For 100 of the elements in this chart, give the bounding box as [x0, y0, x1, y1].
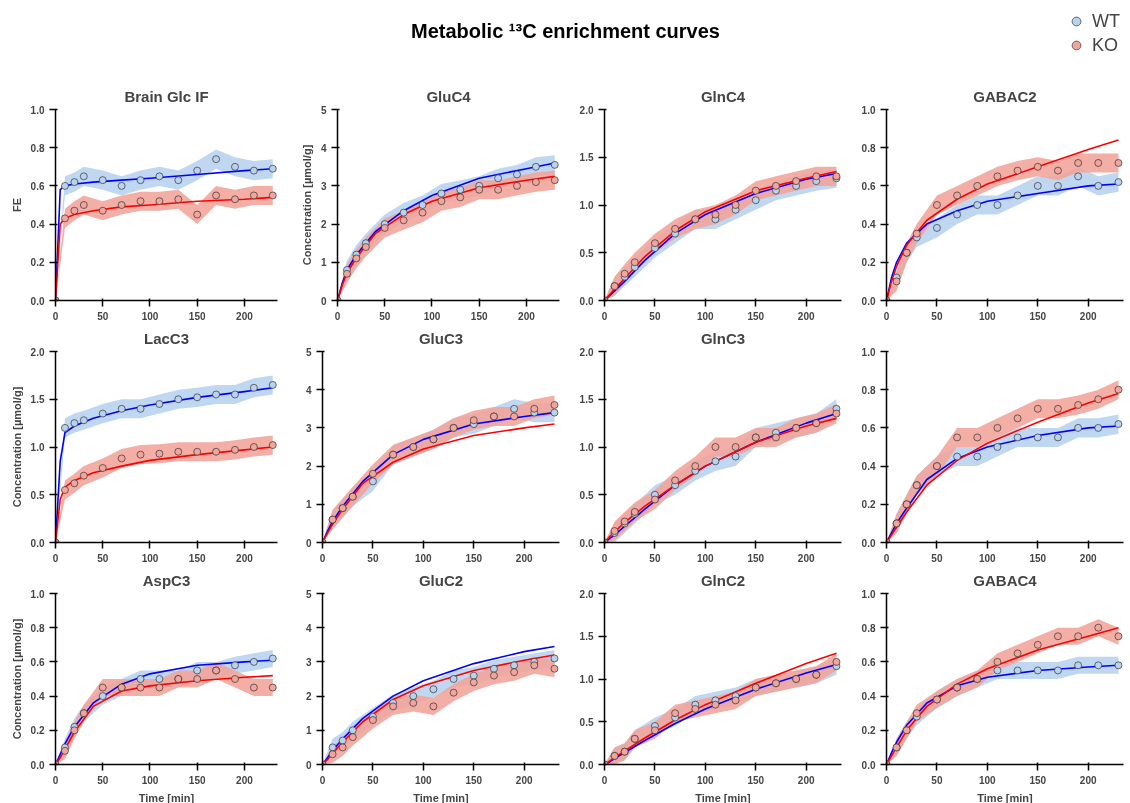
y-tick-label: 0.0: [30, 759, 45, 771]
x-tick-label: 150: [1029, 310, 1047, 322]
y-axis-title: Concentration [µmol/g]: [300, 144, 313, 266]
y-tick-label: 0.4: [861, 219, 876, 231]
x-tick-label: 150: [188, 774, 206, 786]
x-tick-label: 0: [883, 552, 890, 564]
y-tick-label: 4: [320, 142, 327, 154]
y-tick-label: 0.0: [579, 537, 594, 549]
x-tick-label: 150: [465, 552, 483, 564]
chart-title: GlnC3: [700, 329, 746, 347]
x-axis-title: Time [min]: [695, 791, 752, 803]
x-axis-title: Time [min]: [138, 791, 195, 803]
x-tick-label: 50: [931, 774, 943, 786]
x-tick-label: 0: [601, 774, 608, 786]
y-axis-title: Concentration [µmol/g]: [10, 386, 23, 508]
x-tick-label: 150: [470, 310, 488, 322]
y-tick-label: 1.0: [579, 200, 594, 211]
y-tick-label: 0.2: [861, 499, 876, 511]
y-tick-label: 4: [305, 622, 312, 634]
y-tick-label: 0.4: [861, 691, 876, 703]
x-tick-label: 0: [52, 552, 59, 564]
x-tick-label: 200: [515, 552, 533, 564]
y-tick-label: 3: [320, 180, 327, 192]
x-tick-label: 200: [797, 310, 815, 322]
x-tick-label: 50: [367, 774, 379, 786]
chart-title: AspC3: [142, 571, 191, 589]
y-tick-label: 2.0: [579, 588, 594, 600]
y-tick-label: 0.5: [579, 247, 594, 259]
y-tick-label: 0.0: [579, 759, 594, 771]
chart-title: GluC3: [418, 329, 464, 347]
y-tick-label: 0.5: [579, 716, 594, 728]
y-tick-label: 1.5: [579, 394, 594, 406]
y-tick-label: 1: [320, 257, 327, 269]
x-tick-label: 150: [188, 310, 206, 322]
y-tick-label: 0.4: [30, 691, 45, 703]
y-tick-label: 2.0: [30, 346, 45, 358]
x-tick-label: 150: [747, 310, 765, 322]
y-tick-label: 0.6: [861, 656, 876, 668]
y-axis-title: Concentration [µmol/g]: [10, 618, 23, 740]
x-tick-label: 100: [697, 552, 715, 564]
text: Metabolic ¹³C enrichment curves: [411, 19, 720, 42]
y-tick-label: 1.0: [30, 104, 45, 116]
x-tick-label: 50: [931, 552, 943, 564]
y-tick-label: 0.2: [30, 257, 45, 269]
y-tick-label: 0.0: [861, 537, 876, 549]
y-tick-label: 0.6: [30, 656, 45, 668]
y-tick-label: 0.5: [579, 489, 594, 501]
y-tick-label: 1.5: [30, 394, 45, 406]
y-tick-label: 0.0: [30, 537, 45, 549]
y-tick-label: 4: [305, 384, 312, 396]
y-tick-label: 1.0: [30, 442, 45, 453]
y-tick-label: 1: [305, 499, 312, 511]
y-tick-label: 1.5: [579, 152, 594, 164]
x-tick-label: 50: [931, 310, 943, 322]
chart-title: GlnC4: [700, 87, 746, 105]
x-tick-label: 0: [52, 310, 59, 322]
x-tick-label: 150: [747, 774, 765, 786]
y-tick-label: 0.0: [861, 295, 876, 307]
x-tick-label: 100: [423, 310, 441, 322]
y-tick-label: 0.6: [30, 180, 45, 192]
y-tick-label: 0.0: [30, 295, 45, 307]
chart-title: GABAC4: [973, 571, 1038, 589]
y-tick-label: 0.5: [30, 489, 45, 501]
x-tick-label: 100: [141, 310, 159, 322]
x-tick-label: 200: [1079, 310, 1097, 322]
x-tick-label: 200: [236, 552, 254, 564]
x-tick-label: 0: [601, 552, 608, 564]
x-tick-label: 200: [515, 774, 533, 786]
chart-title: LacC3: [143, 329, 190, 347]
y-tick-label: 0: [320, 295, 327, 307]
x-tick-label: 150: [747, 552, 765, 564]
x-tick-label: 150: [465, 774, 483, 786]
x-tick-label: 100: [415, 774, 433, 786]
y-tick-label: 1.0: [579, 442, 594, 453]
x-tick-label: 0: [601, 310, 608, 322]
y-tick-label: 3: [305, 656, 312, 668]
x-tick-label: 0: [883, 774, 890, 786]
x-tick-label: 50: [649, 310, 661, 322]
x-tick-label: 150: [1029, 552, 1047, 564]
y-tick-label: 5: [320, 104, 327, 116]
y-tick-label: 0: [305, 537, 312, 549]
x-tick-label: 150: [1029, 774, 1047, 786]
y-tick-label: 1: [305, 725, 312, 737]
y-tick-label: 0.8: [861, 384, 876, 396]
x-tick-label: 200: [797, 774, 815, 786]
y-tick-label: 5: [305, 346, 312, 358]
x-tick-label: 100: [979, 310, 997, 322]
x-tick-label: 200: [1079, 774, 1097, 786]
y-tick-label: 0.4: [861, 461, 876, 473]
y-tick-label: 1.0: [579, 674, 594, 685]
chart-title: Brain Glc IF: [124, 87, 209, 105]
y-tick-label: 2: [305, 691, 312, 703]
y-tick-label: 0.6: [861, 422, 876, 434]
y-tick-label: 2.0: [579, 104, 594, 116]
y-tick-label: 0.8: [30, 622, 45, 634]
x-tick-label: 100: [141, 774, 159, 786]
x-tick-label: 50: [649, 774, 661, 786]
x-tick-label: 200: [236, 310, 254, 322]
y-tick-label: 0.0: [861, 759, 876, 771]
y-tick-label: 0.8: [30, 142, 45, 154]
